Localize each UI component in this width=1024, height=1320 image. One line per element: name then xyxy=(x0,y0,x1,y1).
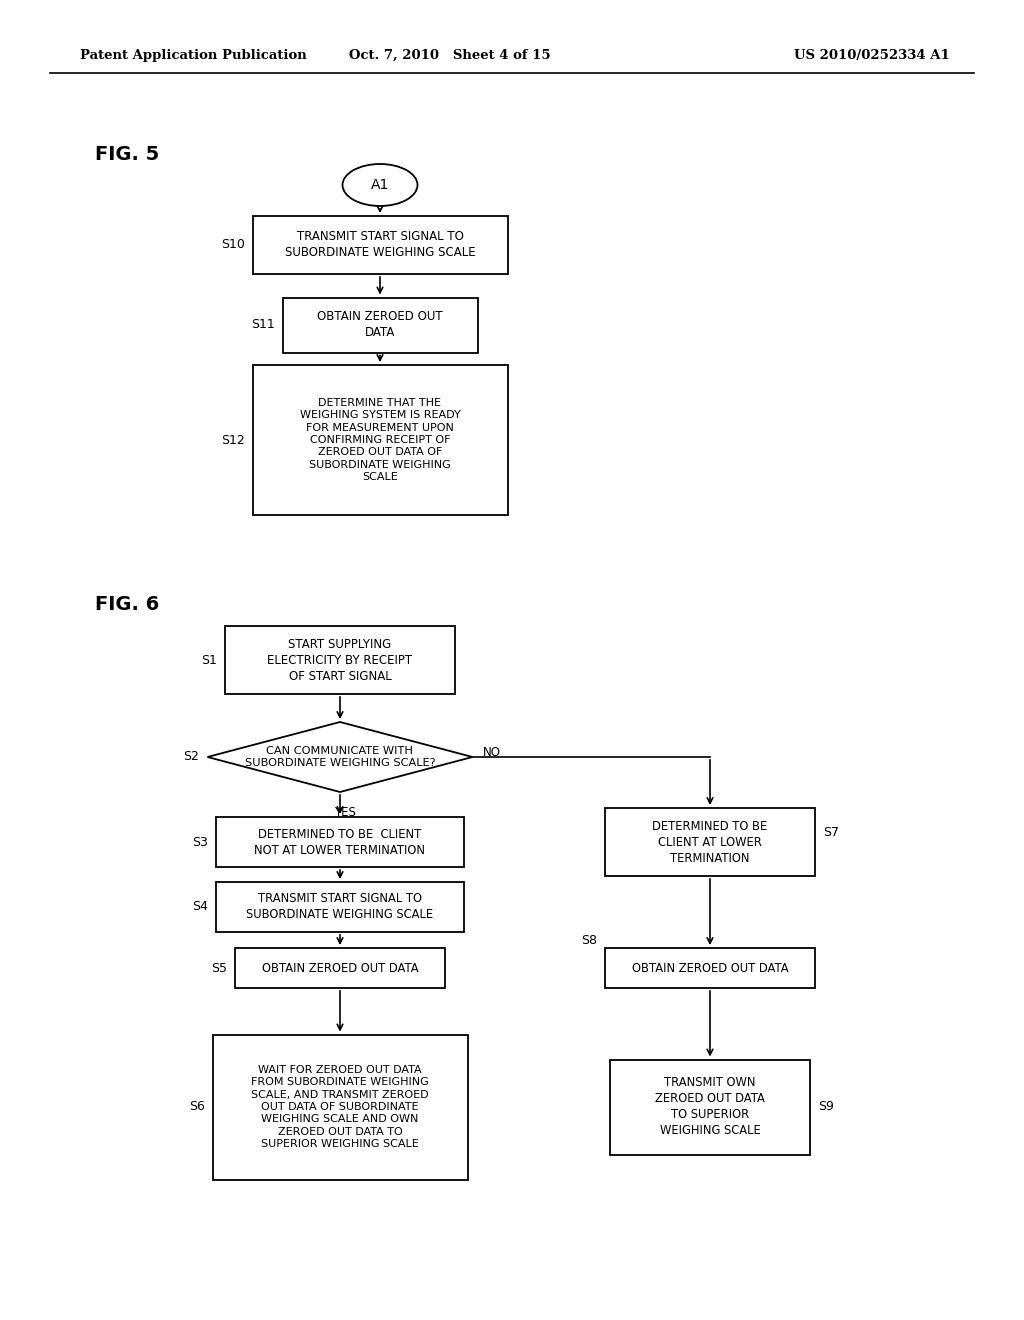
Text: TRANSMIT START SIGNAL TO
SUBORDINATE WEIGHING SCALE: TRANSMIT START SIGNAL TO SUBORDINATE WEI… xyxy=(247,892,433,921)
Text: CAN COMMUNICATE WITH
SUBORDINATE WEIGHING SCALE?: CAN COMMUNICATE WITH SUBORDINATE WEIGHIN… xyxy=(245,746,435,768)
Bar xyxy=(283,297,477,352)
Text: S2: S2 xyxy=(183,751,200,763)
Text: FIG. 5: FIG. 5 xyxy=(95,145,160,165)
Text: S8: S8 xyxy=(581,933,597,946)
Text: S10: S10 xyxy=(220,239,245,252)
Text: S4: S4 xyxy=(193,900,208,913)
Polygon shape xyxy=(208,722,472,792)
Bar xyxy=(610,1060,810,1155)
Text: S1: S1 xyxy=(201,653,217,667)
Text: START SUPPLYING
ELECTRICITY BY RECEIPT
OF START SIGNAL: START SUPPLYING ELECTRICITY BY RECEIPT O… xyxy=(267,638,413,682)
Text: DETERMINED TO BE  CLIENT
NOT AT LOWER TERMINATION: DETERMINED TO BE CLIENT NOT AT LOWER TER… xyxy=(255,828,426,857)
Text: TRANSMIT OWN
ZEROED OUT DATA
TO SUPERIOR
WEIGHING SCALE: TRANSMIT OWN ZEROED OUT DATA TO SUPERIOR… xyxy=(655,1077,765,1138)
Text: DETERMINED TO BE
CLIENT AT LOWER
TERMINATION: DETERMINED TO BE CLIENT AT LOWER TERMINA… xyxy=(652,820,768,865)
Bar xyxy=(253,216,508,275)
Text: S3: S3 xyxy=(193,836,208,849)
Text: YES: YES xyxy=(334,807,356,818)
Text: S12: S12 xyxy=(221,433,245,446)
Text: FIG. 6: FIG. 6 xyxy=(95,595,160,615)
Text: NO: NO xyxy=(482,746,501,759)
Text: S7: S7 xyxy=(823,825,839,838)
Bar xyxy=(216,817,464,867)
Text: OBTAIN ZEROED OUT DATA: OBTAIN ZEROED OUT DATA xyxy=(632,961,788,974)
Text: DETERMINE THAT THE
WEIGHING SYSTEM IS READY
FOR MEASUREMENT UPON
CONFIRMING RECE: DETERMINE THAT THE WEIGHING SYSTEM IS RE… xyxy=(300,397,461,482)
Bar xyxy=(225,626,455,694)
Text: S9: S9 xyxy=(818,1101,834,1114)
Text: Patent Application Publication: Patent Application Publication xyxy=(80,49,307,62)
Ellipse shape xyxy=(342,164,418,206)
Text: OBTAIN ZEROED OUT
DATA: OBTAIN ZEROED OUT DATA xyxy=(317,310,442,339)
Text: TRANSMIT START SIGNAL TO
SUBORDINATE WEIGHING SCALE: TRANSMIT START SIGNAL TO SUBORDINATE WEI… xyxy=(285,231,475,260)
Text: S11: S11 xyxy=(251,318,274,331)
Text: A1: A1 xyxy=(371,178,389,191)
Text: S5: S5 xyxy=(211,961,227,974)
Text: US 2010/0252334 A1: US 2010/0252334 A1 xyxy=(795,49,950,62)
Bar xyxy=(605,808,815,876)
Bar xyxy=(234,948,445,987)
Bar xyxy=(216,882,464,932)
Text: S6: S6 xyxy=(188,1101,205,1114)
Bar xyxy=(213,1035,468,1180)
Bar xyxy=(605,948,815,987)
Text: WAIT FOR ZEROED OUT DATA
FROM SUBORDINATE WEIGHING
SCALE, AND TRANSMIT ZEROED
OU: WAIT FOR ZEROED OUT DATA FROM SUBORDINAT… xyxy=(251,1065,429,1150)
Text: Oct. 7, 2010   Sheet 4 of 15: Oct. 7, 2010 Sheet 4 of 15 xyxy=(349,49,551,62)
Text: OBTAIN ZEROED OUT DATA: OBTAIN ZEROED OUT DATA xyxy=(262,961,419,974)
Bar xyxy=(253,366,508,515)
